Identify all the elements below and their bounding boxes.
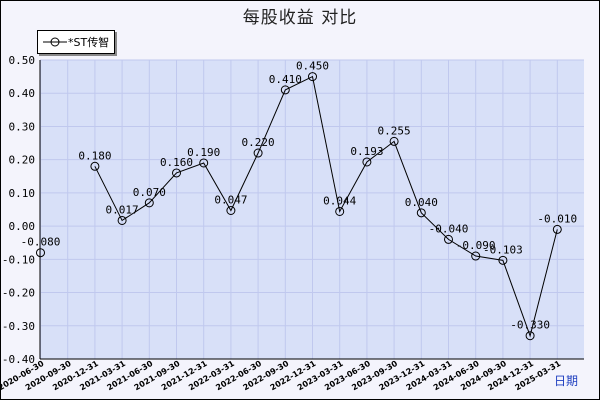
data-label: -0.080: [21, 236, 61, 249]
y-tick-label: 0.20: [9, 154, 36, 167]
y-tick-label: 0.40: [9, 87, 36, 100]
x-axis-title: 日期: [554, 374, 579, 388]
data-label: 0.047: [214, 193, 247, 206]
data-label: -0.330: [510, 319, 550, 332]
data-point: [226, 205, 236, 215]
data-label: 0.220: [242, 136, 275, 149]
data-label: 0.044: [323, 194, 356, 207]
data-label: 0.193: [350, 145, 383, 158]
data-point: [36, 248, 45, 258]
chart-title: 每股收益 对比: [242, 8, 358, 28]
data-point: [308, 72, 317, 82]
data-label: 0.190: [187, 146, 220, 159]
legend-label: *ST传智: [68, 36, 110, 49]
data-point: [199, 158, 209, 168]
y-tick-label: -0.40: [2, 353, 35, 366]
y-tick-label: -0.30: [2, 320, 35, 333]
data-point: [444, 234, 453, 244]
data-label: 0.017: [106, 203, 139, 216]
data-point: [335, 206, 345, 216]
data-label: 0.255: [378, 124, 411, 137]
data-label: -0.040: [429, 222, 469, 235]
data-point: [525, 331, 535, 341]
y-tick-label: -0.20: [2, 287, 35, 300]
data-point: [117, 215, 127, 225]
data-label: -0.010: [537, 212, 577, 225]
data-label: -0.103: [483, 243, 523, 256]
data-label: 0.070: [133, 186, 166, 199]
legend-marker-icon: [43, 37, 67, 47]
data-label: 0.180: [78, 149, 111, 162]
data-label: 0.160: [160, 156, 193, 169]
y-tick-label: 0.50: [9, 54, 36, 67]
y-tick-label: 0.10: [9, 187, 36, 200]
data-label: 0.040: [405, 196, 438, 209]
data-point: [172, 168, 181, 178]
data-point: [280, 85, 290, 95]
series-line: [94, 75, 558, 338]
y-tick-label: 0.00: [9, 220, 36, 233]
data-point: [498, 255, 508, 265]
data-point: [253, 148, 263, 158]
data-point: [144, 198, 154, 208]
y-tick-label: 0.30: [9, 120, 36, 133]
data-point: [90, 161, 100, 171]
data-point: [471, 251, 481, 261]
data-point: [416, 208, 426, 218]
data-point: [389, 136, 399, 146]
y-tick-label: -0.10: [2, 253, 35, 266]
data-label: 0.450: [296, 60, 329, 73]
data-point: [552, 224, 562, 234]
data-point: [362, 157, 372, 167]
data-label: 0.410: [269, 73, 302, 86]
data-label: -0.090: [456, 239, 496, 252]
legend: *ST传智: [37, 30, 115, 54]
